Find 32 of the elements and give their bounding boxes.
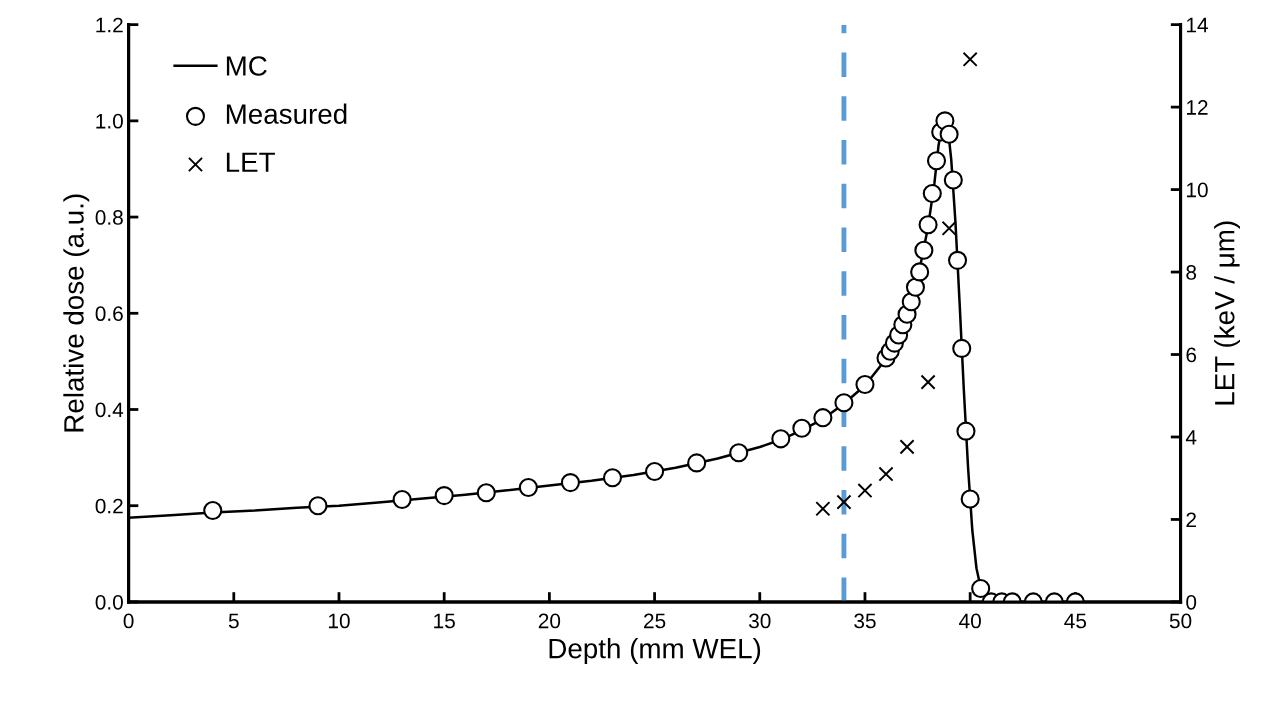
y2-tick-label: 10 <box>1187 182 1208 198</box>
y-tick-label: 1.0 <box>96 113 123 129</box>
x-tick-label: 30 <box>748 613 771 629</box>
x-tick-label: 0 <box>123 613 134 629</box>
legend-label: Measured <box>226 103 347 124</box>
y-tick-label: 0.8 <box>95 210 123 225</box>
legend-label: LET <box>226 152 275 172</box>
x-tick-label: 35 <box>854 613 876 629</box>
x-tick-label: 15 <box>434 613 455 629</box>
x-tick-label: 25 <box>644 613 666 629</box>
y-tick-label: 0.4 <box>95 402 124 418</box>
y-tick-label: 0.0 <box>95 594 123 610</box>
x-tick-label: 5 <box>228 613 239 629</box>
y-tick-label: 0.6 <box>95 306 123 322</box>
y2-tick-label: 6 <box>1186 347 1197 363</box>
y2-tick-label: 4 <box>1185 430 1197 445</box>
y2-tick-label: 12 <box>1187 100 1208 115</box>
y2-tick-label: 8 <box>1186 265 1197 280</box>
y2-tick-label: 14 <box>1187 17 1208 33</box>
x-tick-label: 40 <box>959 613 981 629</box>
y-tick-label: 0.2 <box>95 498 123 514</box>
y2-axis-title: LET (keV / μm) <box>1214 221 1241 405</box>
y2-tick-label: 0 <box>1186 594 1197 610</box>
y-tick-label: 1.2 <box>96 17 123 33</box>
x-tick-label: 45 <box>1064 613 1087 629</box>
x-tick-label: 10 <box>328 613 350 629</box>
x-tick-label: 20 <box>538 613 561 629</box>
y2-tick-label: 2 <box>1186 512 1196 527</box>
legend-label: MC <box>226 56 267 76</box>
x-tick-label: 50 <box>1169 613 1192 629</box>
x-axis-title: Depth (mm WEL) <box>549 638 761 664</box>
y-axis-title: Relative dose (a.u.) <box>63 194 90 432</box>
